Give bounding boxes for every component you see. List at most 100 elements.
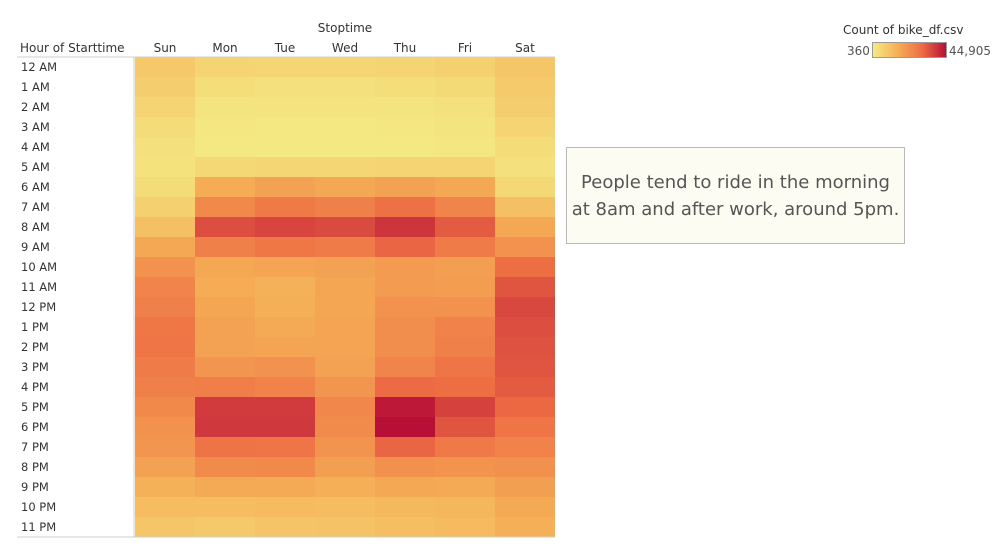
heatmap-cell[interactable] xyxy=(135,517,195,537)
heatmap-cell[interactable] xyxy=(135,417,195,437)
heatmap-cell[interactable] xyxy=(495,257,555,277)
heatmap-cell[interactable] xyxy=(195,277,255,297)
heatmap-cell[interactable] xyxy=(255,117,315,137)
heatmap-cell[interactable] xyxy=(315,377,375,397)
heatmap-cell[interactable] xyxy=(315,517,375,537)
heatmap-cell[interactable] xyxy=(315,97,375,117)
heatmap-cell[interactable] xyxy=(255,457,315,477)
heatmap-cell[interactable] xyxy=(435,337,495,357)
heatmap-cell[interactable] xyxy=(195,257,255,277)
heatmap-cell[interactable] xyxy=(375,397,435,417)
heatmap-cell[interactable] xyxy=(495,157,555,177)
heatmap-cell[interactable] xyxy=(375,377,435,397)
color-legend[interactable]: Count of bike_df.csv 360 44,905 xyxy=(840,20,1006,64)
heatmap-cell[interactable] xyxy=(135,377,195,397)
heatmap-cell[interactable] xyxy=(195,477,255,497)
heatmap-cell[interactable] xyxy=(435,297,495,317)
heatmap-cell[interactable] xyxy=(135,197,195,217)
heatmap-cell[interactable] xyxy=(495,117,555,137)
heatmap-cell[interactable] xyxy=(375,457,435,477)
heatmap-cell[interactable] xyxy=(255,277,315,297)
heatmap-cell[interactable] xyxy=(135,317,195,337)
heatmap-cell[interactable] xyxy=(315,357,375,377)
heatmap-cell[interactable] xyxy=(375,297,435,317)
heatmap-cell[interactable] xyxy=(195,137,255,157)
heatmap-cell[interactable] xyxy=(255,97,315,117)
heatmap-cell[interactable] xyxy=(255,77,315,97)
heatmap-cell[interactable] xyxy=(255,437,315,457)
heatmap-cell[interactable] xyxy=(135,117,195,137)
heatmap-cell[interactable] xyxy=(315,237,375,257)
heatmap-cell[interactable] xyxy=(255,397,315,417)
heatmap-cell[interactable] xyxy=(255,217,315,237)
heatmap-cell[interactable] xyxy=(495,477,555,497)
heatmap-cell[interactable] xyxy=(435,157,495,177)
heatmap-cell[interactable] xyxy=(135,177,195,197)
heatmap-cell[interactable] xyxy=(435,77,495,97)
heatmap-cell[interactable] xyxy=(375,177,435,197)
heatmap-cell[interactable] xyxy=(315,337,375,357)
heatmap-cell[interactable] xyxy=(315,397,375,417)
heatmap-cell[interactable] xyxy=(435,357,495,377)
heatmap-cell[interactable] xyxy=(255,497,315,517)
heatmap-cell[interactable] xyxy=(195,497,255,517)
heatmap-cell[interactable] xyxy=(255,377,315,397)
heatmap-cell[interactable] xyxy=(495,277,555,297)
heatmap-cell[interactable] xyxy=(135,297,195,317)
heatmap-cell[interactable] xyxy=(375,157,435,177)
heatmap-cell[interactable] xyxy=(195,457,255,477)
heatmap-cell[interactable] xyxy=(195,177,255,197)
heatmap-cell[interactable] xyxy=(195,77,255,97)
heatmap-cell[interactable] xyxy=(495,137,555,157)
heatmap-cell[interactable] xyxy=(495,337,555,357)
heatmap-cell[interactable] xyxy=(195,217,255,237)
heatmap-cell[interactable] xyxy=(255,357,315,377)
heatmap-cell[interactable] xyxy=(315,157,375,177)
heatmap-cell[interactable] xyxy=(135,57,195,77)
heatmap-cell[interactable] xyxy=(135,397,195,417)
heatmap-cell[interactable] xyxy=(195,237,255,257)
heatmap-cell[interactable] xyxy=(135,337,195,357)
heatmap-cell[interactable] xyxy=(255,517,315,537)
heatmap-cell[interactable] xyxy=(495,437,555,457)
heatmap-cell[interactable] xyxy=(195,117,255,137)
heatmap-cell[interactable] xyxy=(435,237,495,257)
heatmap-cell[interactable] xyxy=(195,57,255,77)
heatmap-cell[interactable] xyxy=(315,257,375,277)
heatmap-cell[interactable] xyxy=(195,397,255,417)
heatmap-cell[interactable] xyxy=(375,477,435,497)
heatmap-cell[interactable] xyxy=(495,197,555,217)
heatmap-cell[interactable] xyxy=(435,377,495,397)
heatmap-cell[interactable] xyxy=(135,137,195,157)
heatmap-cell[interactable] xyxy=(255,57,315,77)
heatmap-cell[interactable] xyxy=(375,97,435,117)
heatmap-cell[interactable] xyxy=(135,477,195,497)
heatmap-cell[interactable] xyxy=(495,457,555,477)
heatmap-cell[interactable] xyxy=(135,497,195,517)
heatmap-cell[interactable] xyxy=(495,317,555,337)
heatmap-cell[interactable] xyxy=(375,197,435,217)
heatmap-cell[interactable] xyxy=(255,157,315,177)
heatmap-cell[interactable] xyxy=(195,197,255,217)
heatmap-cell[interactable] xyxy=(435,457,495,477)
heatmap-cell[interactable] xyxy=(135,237,195,257)
heatmap-cell[interactable] xyxy=(135,457,195,477)
heatmap-cell[interactable] xyxy=(135,157,195,177)
heatmap-cell[interactable] xyxy=(315,477,375,497)
heatmap-cell[interactable] xyxy=(375,77,435,97)
heatmap-cell[interactable] xyxy=(315,417,375,437)
heatmap-cell[interactable] xyxy=(315,497,375,517)
heatmap-cell[interactable] xyxy=(495,417,555,437)
heatmap-cell[interactable] xyxy=(315,117,375,137)
heatmap-cell[interactable] xyxy=(135,97,195,117)
heatmap-cell[interactable] xyxy=(495,377,555,397)
heatmap-cell[interactable] xyxy=(255,297,315,317)
heatmap-cell[interactable] xyxy=(375,337,435,357)
heatmap-cell[interactable] xyxy=(255,257,315,277)
heatmap-cell[interactable] xyxy=(495,97,555,117)
heatmap-cell[interactable] xyxy=(375,277,435,297)
heatmap-cell[interactable] xyxy=(375,117,435,137)
heatmap-cell[interactable] xyxy=(255,237,315,257)
heatmap-cell[interactable] xyxy=(375,237,435,257)
heatmap-cell[interactable] xyxy=(435,517,495,537)
